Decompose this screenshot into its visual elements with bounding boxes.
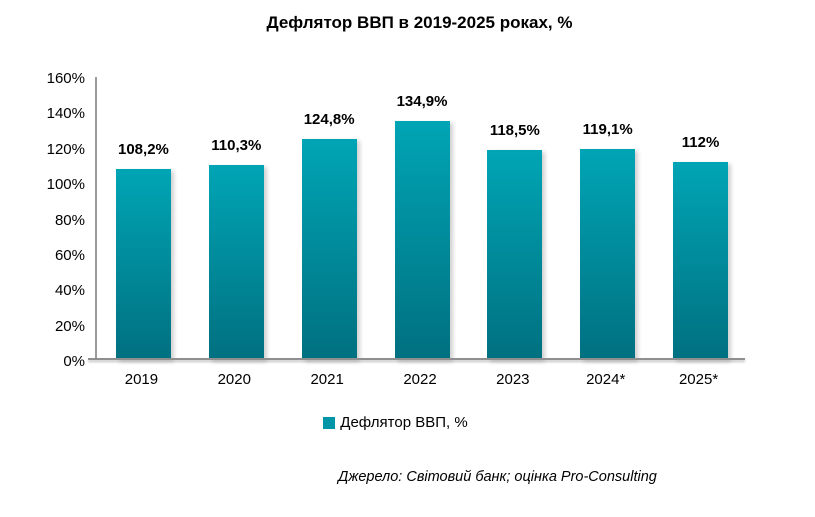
y-axis-tick-label: 20% [54, 317, 85, 335]
x-axis-category-label: 2022 [403, 371, 437, 388]
bar-2022 [394, 121, 450, 360]
legend-marker-icon [323, 416, 336, 429]
bar-value-label: 134,9% [396, 93, 448, 111]
y-axis-tick-label: 80% [54, 211, 85, 229]
x-axis-category-label: 2023 [496, 371, 530, 388]
chart-title: Дефлятор ВВП в 2019-2025 роках, % [266, 13, 573, 32]
bar-2019 [115, 168, 171, 360]
x-axis-line [88, 358, 745, 360]
plot-area: 108,2% 110,3% 124,8% 134,9% 118,5% 119,1% 112% [95, 77, 747, 360]
bar-value-label: 119,1% [582, 121, 633, 139]
legend: Дефлятор ВВП, % [0, 414, 803, 431]
source-note: Джерело: Світовий банк; оцінка Pro-Consu… [338, 469, 657, 485]
bar-2025* [673, 161, 729, 360]
bar-2024* [580, 149, 636, 360]
y-axis-tick-label: 0% [63, 353, 85, 370]
x-axis-category-label: 2020 [217, 371, 251, 388]
x-axis-category-label: 2024* [586, 371, 626, 388]
y-axis-tick-label: 140% [46, 105, 85, 123]
bar-2020 [208, 164, 264, 360]
x-axis-category-label: 2019 [124, 371, 159, 388]
legend-label: Дефлятор ВВП, % [340, 414, 468, 431]
y-axis-tick-label: 40% [54, 282, 85, 300]
y-axis-tick-label: 60% [54, 246, 85, 264]
bar-value-label: 124,8% [303, 111, 355, 129]
y-axis-tick-label: 160% [46, 70, 85, 87]
bar-value-label: 110,3% [211, 136, 262, 154]
x-axis-category-label: 2025* [678, 371, 719, 388]
y-axis-tick-label: 100% [46, 176, 85, 194]
bar-2023 [487, 150, 543, 360]
y-axis-tick-label: 120% [46, 140, 85, 158]
bar-2021 [301, 139, 357, 360]
bar-value-label: 112% [681, 133, 720, 151]
bar-value-label: 108,2% [118, 140, 169, 158]
bar-value-label: 118,5% [489, 122, 540, 140]
x-axis-category-label: 2021 [310, 371, 344, 388]
